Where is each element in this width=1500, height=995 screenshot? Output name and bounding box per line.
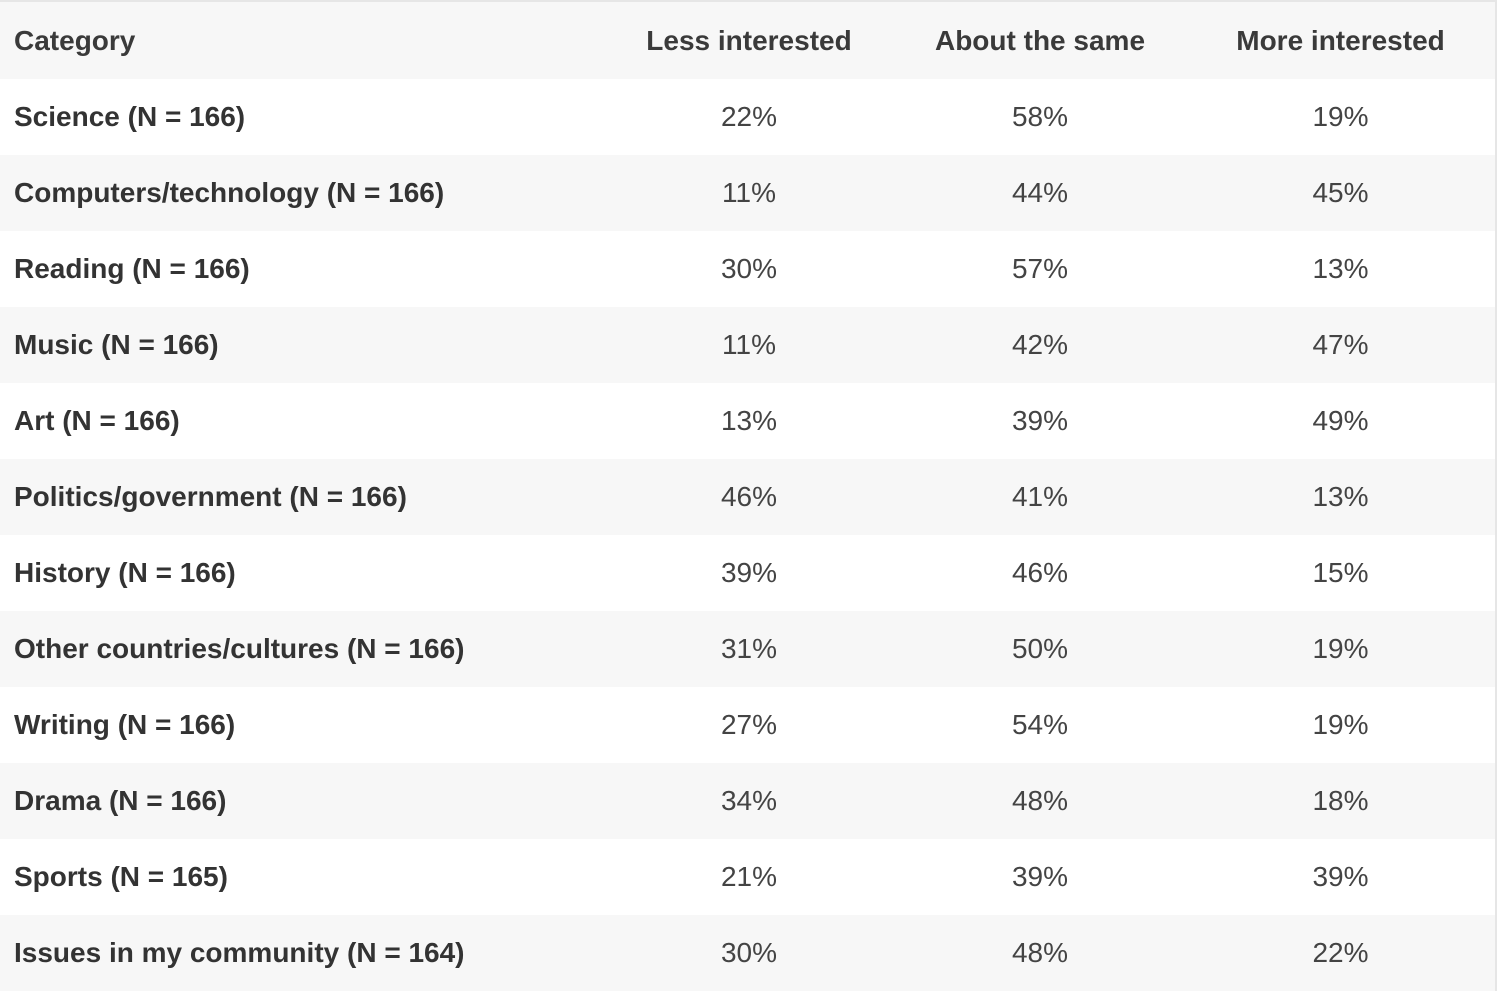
cell-about-the-same: 46%	[1011, 557, 1069, 588]
cell-more-interested: 19%	[1312, 709, 1369, 740]
table-row: Drama (N = 166) 34% 48% 18%	[0, 763, 1495, 839]
row-category: History (N = 166)	[14, 557, 236, 588]
cell-about-the-same: 39%	[1011, 405, 1069, 436]
cell-less-interested: 34%	[720, 785, 778, 816]
header-row: Category Less interested About the same …	[0, 2, 1495, 79]
header-category: Category	[0, 2, 604, 79]
table-row: Art (N = 166) 13% 39% 49%	[0, 383, 1495, 459]
row-category: Issues in my community (N = 164)	[14, 937, 465, 968]
cell-about-the-same: 48%	[1011, 785, 1069, 816]
cell-less-interested: 27%	[720, 709, 778, 740]
cell-more-interested: 19%	[1312, 101, 1369, 132]
cell-about-the-same: 44%	[1011, 177, 1069, 208]
row-category: Other countries/cultures (N = 166)	[14, 633, 465, 664]
table-header: Category Less interested About the same …	[0, 2, 1495, 79]
row-category: Politics/government (N = 166)	[14, 481, 407, 512]
cell-less-interested: 11%	[722, 329, 776, 360]
header-about-the-same: About the same	[894, 2, 1186, 79]
cell-less-interested: 30%	[720, 937, 778, 968]
cell-more-interested: 45%	[1312, 177, 1369, 208]
cell-about-the-same: 41%	[1011, 481, 1069, 512]
cell-about-the-same: 54%	[1011, 709, 1069, 740]
header-more-interested: More interested	[1186, 2, 1495, 79]
table-row: Music (N = 166) 11% 42% 47%	[0, 307, 1495, 383]
table-row: Issues in my community (N = 164) 30% 48%…	[0, 915, 1495, 991]
cell-more-interested: 47%	[1312, 329, 1369, 360]
row-category: Science (N = 166)	[14, 101, 246, 132]
table-row: Other countries/cultures (N = 166) 31% 5…	[0, 611, 1495, 687]
cell-less-interested: 11%	[722, 177, 776, 208]
table-row: History (N = 166) 39% 46% 15%	[0, 535, 1495, 611]
cell-about-the-same: 39%	[1011, 861, 1069, 892]
cell-more-interested: 15%	[1312, 557, 1369, 588]
cell-about-the-same: 42%	[1011, 329, 1069, 360]
table-body: Science (N = 166) 22% 58% 19% Computers/…	[0, 79, 1495, 991]
cell-more-interested: 49%	[1312, 405, 1369, 436]
cell-more-interested: 13%	[1312, 481, 1369, 512]
row-category: Computers/technology (N = 166)	[14, 177, 445, 208]
header-less-interested: Less interested	[604, 2, 894, 79]
cell-less-interested: 39%	[720, 557, 778, 588]
table-row: Reading (N = 166) 30% 57% 13%	[0, 231, 1495, 307]
cell-more-interested: 19%	[1312, 633, 1369, 664]
row-category: Drama (N = 166)	[14, 785, 227, 816]
row-category: Art (N = 166)	[14, 405, 180, 436]
cell-about-the-same: 48%	[1011, 937, 1069, 968]
table-row: Writing (N = 166) 27% 54% 19%	[0, 687, 1495, 763]
cell-less-interested: 13%	[720, 405, 778, 436]
cell-less-interested: 31%	[720, 633, 778, 664]
cell-more-interested: 39%	[1312, 861, 1369, 892]
row-category: Writing (N = 166)	[14, 709, 236, 740]
cell-less-interested: 22%	[720, 101, 778, 132]
cell-about-the-same: 50%	[1011, 633, 1069, 664]
row-category: Sports (N = 165)	[14, 861, 228, 892]
cell-more-interested: 18%	[1312, 785, 1369, 816]
cell-less-interested: 46%	[720, 481, 778, 512]
table-row: Computers/technology (N = 166) 11% 44% 4…	[0, 155, 1495, 231]
cell-about-the-same: 57%	[1011, 253, 1069, 284]
table-row: Sports (N = 165) 21% 39% 39%	[0, 839, 1495, 915]
cell-about-the-same: 58%	[1011, 101, 1069, 132]
row-category: Music (N = 166)	[14, 329, 219, 360]
row-category: Reading (N = 166)	[14, 253, 250, 284]
cell-less-interested: 21%	[720, 861, 778, 892]
table-row: Politics/government (N = 166) 46% 41% 13…	[0, 459, 1495, 535]
cell-less-interested: 30%	[720, 253, 778, 284]
table-row: Science (N = 166) 22% 58% 19%	[0, 79, 1495, 155]
cell-more-interested: 13%	[1312, 253, 1369, 284]
cell-more-interested: 22%	[1312, 937, 1369, 968]
